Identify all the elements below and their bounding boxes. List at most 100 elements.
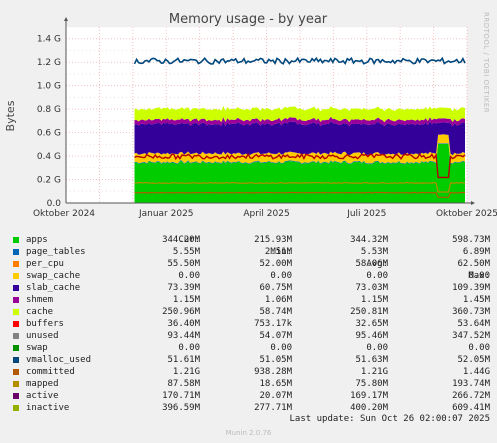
- x-tick-label: Oktober 2025: [436, 209, 497, 219]
- legend-row-inactive: inactive 396.59M 277.71M 400.20M 609.41M: [10, 402, 490, 414]
- legend-swatch: [13, 249, 19, 255]
- y-axis-arrow: [64, 17, 68, 21]
- legend-name: per_cpu: [26, 259, 64, 269]
- legend-name: unused: [26, 331, 59, 341]
- legend-min: 2.51M: [264, 247, 292, 257]
- x-axis-arrow: [471, 201, 475, 205]
- legend-name: buffers: [26, 319, 64, 329]
- legend-cur: 5.55M: [172, 247, 200, 257]
- x-tick-label: Oktober 2024: [33, 209, 95, 219]
- legend-row-cache: cache 250.96M 58.74M 250.81M 360.73M: [10, 306, 490, 318]
- legend-min: 20.07M: [259, 391, 292, 401]
- legend-swatch: [13, 393, 19, 399]
- legend-name: mapped: [26, 379, 59, 389]
- legend-max: 0.00: [468, 271, 490, 281]
- legend-min: 51.05M: [259, 355, 292, 365]
- legend-min: 938.28M: [254, 367, 292, 377]
- area-unused: [134, 106, 465, 123]
- legend-min: 60.75M: [259, 283, 292, 293]
- y-tick-label: 1.2 G: [37, 58, 61, 68]
- legend-swatch: [13, 345, 19, 351]
- legend-avg: 75.80M: [355, 379, 388, 389]
- legend-cur: 93.44M: [167, 331, 200, 341]
- legend-cur: 87.58M: [167, 379, 200, 389]
- legend-max: 62.50M: [457, 259, 490, 269]
- legend-name: committed: [26, 367, 75, 377]
- legend-avg: 0.00: [366, 271, 388, 281]
- legend-min: 54.07M: [259, 331, 292, 341]
- legend-cur: 396.59M: [162, 403, 200, 413]
- legend-row-vmalloc_used: vmalloc_used 51.61M 51.05M 51.63M 52.05M: [10, 354, 490, 366]
- y-tick-label: 0.6 G: [37, 129, 61, 139]
- legend-avg: 32.65M: [355, 319, 388, 329]
- last-update: Last update: Sun Oct 26 02:00:07 2025: [289, 414, 490, 424]
- line-inactive: [134, 152, 466, 179]
- legend-name: slab_cache: [26, 283, 81, 293]
- legend-avg: 169.17M: [350, 391, 388, 401]
- legend-swatch: [13, 309, 19, 315]
- legend-avg: 0.00: [366, 343, 388, 353]
- legend-name: apps: [26, 235, 48, 245]
- legend-row-committed: committed 1.21G 938.28M 1.21G 1.44G: [10, 366, 490, 378]
- legend-max: 53.64M: [457, 319, 490, 329]
- legend-avg: 1.21G: [360, 367, 388, 377]
- legend-min: 0.00: [270, 343, 292, 353]
- legend-name: active: [26, 391, 59, 401]
- legend-name: vmalloc_used: [26, 355, 92, 365]
- legend-swatch: [13, 405, 19, 411]
- col-cur-header: Cur:: [178, 235, 200, 245]
- legend-min: 1.06M: [264, 295, 292, 305]
- y-tick-label: 1.4 G: [37, 35, 61, 45]
- legend-swatch: [13, 273, 19, 279]
- legend-avg: 5.53M: [360, 247, 388, 257]
- y-axis-label: Bytes: [4, 100, 17, 131]
- legend-max: 1.45M: [462, 295, 490, 305]
- legend-cur: 0.00: [178, 343, 200, 353]
- col-min-header: Min:: [270, 247, 292, 257]
- legend-row-page_tables: page_tables 5.55M 2.51M 5.53M 6.89M: [10, 246, 490, 258]
- legend-swatch: [13, 321, 19, 327]
- legend-row-apps: apps 344.20M 215.93M 344.32M 598.73M: [10, 234, 490, 246]
- legend-cur: 170.71M: [162, 391, 200, 401]
- legend-name: inactive: [26, 403, 70, 413]
- legend-cur: 36.40M: [167, 319, 200, 329]
- legend-cur: 250.96M: [162, 307, 200, 317]
- legend-max: 609.41M: [452, 403, 490, 413]
- legend-min: 753.17k: [254, 319, 292, 329]
- legend-swatch: [13, 333, 19, 339]
- legend-name: swap: [26, 343, 48, 353]
- col-avg-header: Avg:: [366, 259, 388, 269]
- legend-row-per_cpu: per_cpu 55.50M 52.00M 58.06M 62.50M: [10, 258, 490, 270]
- legend-swatch: [13, 285, 19, 291]
- legend-max: 193.74M: [452, 379, 490, 389]
- line-committed: [133, 56, 466, 66]
- area-buffers: [134, 116, 465, 127]
- y-tick-label: 0.8 G: [37, 105, 61, 115]
- legend-name: cache: [26, 307, 54, 317]
- y-tick-label: 0.0: [47, 199, 62, 209]
- legend-cur: 55.50M: [167, 259, 200, 269]
- legend-row-swap_cache: swap_cache 0.00 0.00 0.00 0.00: [10, 270, 490, 282]
- legend-max: 360.73M: [452, 307, 490, 317]
- legend-name: shmem: [26, 295, 54, 305]
- legend-max: 1.44G: [462, 367, 490, 377]
- legend-avg: 95.46M: [355, 331, 388, 341]
- area-apps: [134, 143, 465, 203]
- y-tick-label: 0.2 G: [37, 176, 61, 186]
- legend-max: 109.39M: [452, 283, 490, 293]
- legend-min: 52.00M: [259, 259, 292, 269]
- legend-avg: 58.06M: [355, 259, 388, 269]
- legend-swatch: [13, 237, 19, 243]
- legend-cur: 51.61M: [167, 355, 200, 365]
- area-cache: [134, 121, 465, 156]
- y-tick-label: 1.0 G: [37, 82, 61, 92]
- x-tick-label: Juli 2025: [346, 209, 386, 219]
- chart-title: Memory usage - by year: [169, 12, 328, 27]
- line-mapped: [134, 191, 466, 198]
- legend-swatch: [13, 297, 19, 303]
- legend-max: 347.52M: [452, 331, 490, 341]
- legend-rows: apps 344.20M 215.93M 344.32M 598.73M page_tab…: [10, 234, 490, 414]
- legend-avg: 400.20M: [350, 403, 388, 413]
